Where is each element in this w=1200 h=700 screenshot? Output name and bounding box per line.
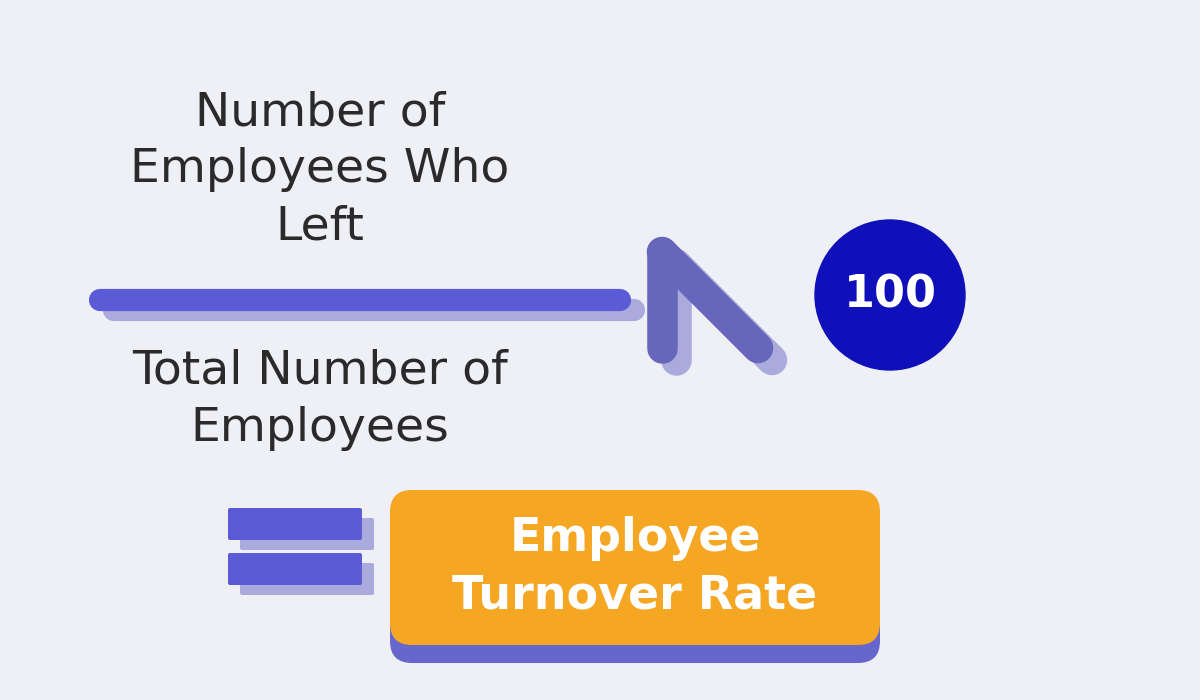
Text: Employee
Turnover Rate: Employee Turnover Rate — [452, 517, 817, 619]
FancyBboxPatch shape — [390, 508, 880, 663]
Text: Number of
Employees Who
Left: Number of Employees Who Left — [131, 90, 510, 250]
FancyBboxPatch shape — [390, 490, 880, 645]
Text: Total Number of
Employees: Total Number of Employees — [132, 349, 508, 451]
FancyBboxPatch shape — [228, 508, 362, 540]
Circle shape — [815, 220, 965, 370]
FancyBboxPatch shape — [228, 553, 362, 585]
FancyBboxPatch shape — [240, 563, 374, 595]
Text: 100: 100 — [844, 274, 936, 316]
FancyBboxPatch shape — [240, 518, 374, 550]
